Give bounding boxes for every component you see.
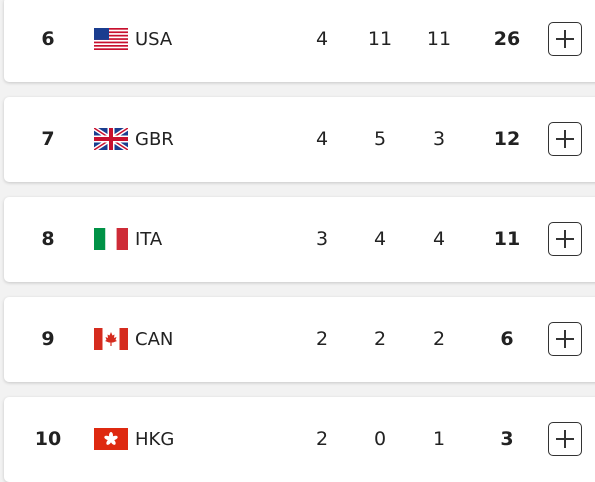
country-code: HKG: [135, 429, 175, 450]
gold: 3: [315, 228, 329, 250]
row[interactable]: 6 USA 4 11 11 26: [4, 0, 595, 82]
flag: [94, 428, 128, 450]
expand-button[interactable]: [548, 322, 582, 356]
country-code: ITA: [135, 229, 163, 250]
country-code: CAN: [135, 329, 174, 350]
total: 3: [500, 428, 514, 450]
silver: 0: [373, 428, 387, 450]
silver: 4: [373, 228, 387, 250]
country-code: GBR: [135, 129, 174, 150]
expand-button[interactable]: [548, 222, 582, 256]
rank: 9: [41, 328, 55, 350]
silver: 11: [367, 28, 393, 50]
bronze: 2: [432, 328, 446, 350]
bronze: 3: [432, 128, 446, 150]
flag: [94, 228, 128, 250]
gold: 4: [315, 128, 329, 150]
row[interactable]: 10 HKG 2 0 1 3: [4, 397, 595, 482]
flag: [94, 128, 128, 150]
silver: 5: [373, 128, 387, 150]
row[interactable]: 8 ITA 3 4 4 11: [4, 197, 595, 282]
flag: [94, 28, 128, 50]
country-code: USA: [135, 29, 173, 50]
total: 11: [493, 228, 521, 250]
row[interactable]: 9 CAN 2 2 2 6: [4, 297, 595, 382]
rank: 6: [41, 28, 55, 50]
bronze: 1: [432, 428, 446, 450]
rank: 10: [34, 428, 62, 450]
rank: 8: [41, 228, 55, 250]
silver: 2: [373, 328, 387, 350]
gold: 2: [315, 428, 329, 450]
expand-button[interactable]: [548, 122, 582, 156]
gold: 2: [315, 328, 329, 350]
total: 6: [500, 328, 514, 350]
total: 12: [493, 128, 521, 150]
row[interactable]: 7 GBR 4 5 3 12: [4, 97, 595, 182]
expand-button[interactable]: [548, 22, 582, 56]
bronze: 4: [432, 228, 446, 250]
rank: 7: [41, 128, 55, 150]
gold: 4: [315, 28, 329, 50]
total: 26: [493, 28, 521, 50]
flag: [94, 328, 128, 350]
expand-button[interactable]: [548, 422, 582, 456]
bronze: 11: [426, 28, 452, 50]
